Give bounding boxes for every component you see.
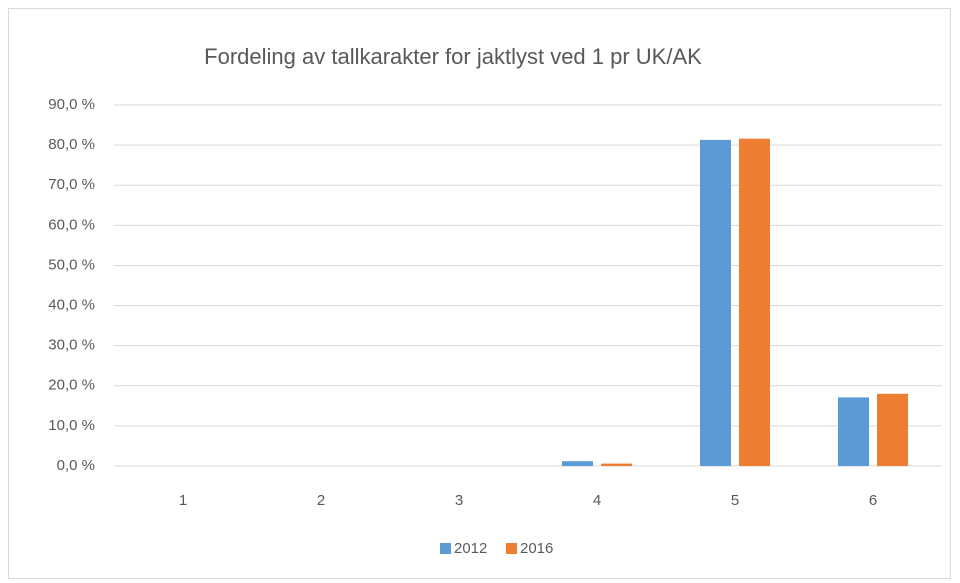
legend-label: 2016 <box>520 540 553 557</box>
bar <box>838 397 869 466</box>
x-tick-label: 4 <box>593 492 601 509</box>
y-tick-label: 0,0 % <box>57 457 95 474</box>
y-tick-label: 10,0 % <box>48 417 95 434</box>
legend-swatch <box>506 543 517 554</box>
bar <box>739 138 770 466</box>
legend-label: 2012 <box>454 540 487 557</box>
chart-border <box>8 8 951 579</box>
x-tick-label: 3 <box>455 492 463 509</box>
bar <box>877 393 908 466</box>
y-tick-label: 30,0 % <box>48 337 95 354</box>
chart-title: Fordeling av tallkarakter for jaktlyst v… <box>204 44 702 69</box>
bar <box>562 461 593 466</box>
y-tick-label: 60,0 % <box>48 216 95 233</box>
y-tick-label: 20,0 % <box>48 377 95 394</box>
x-tick-label: 1 <box>179 492 187 509</box>
y-tick-label: 40,0 % <box>48 297 95 314</box>
y-tick-label: 50,0 % <box>48 256 95 273</box>
x-tick-label: 6 <box>869 492 877 509</box>
x-tick-label: 2 <box>317 492 325 509</box>
x-tick-label: 5 <box>731 492 739 509</box>
y-tick-label: 80,0 % <box>48 136 95 153</box>
y-tick-label: 70,0 % <box>48 176 95 193</box>
y-tick-label: 90,0 % <box>48 96 95 113</box>
bar <box>700 139 731 466</box>
legend-swatch <box>440 543 451 554</box>
bar <box>601 463 632 466</box>
